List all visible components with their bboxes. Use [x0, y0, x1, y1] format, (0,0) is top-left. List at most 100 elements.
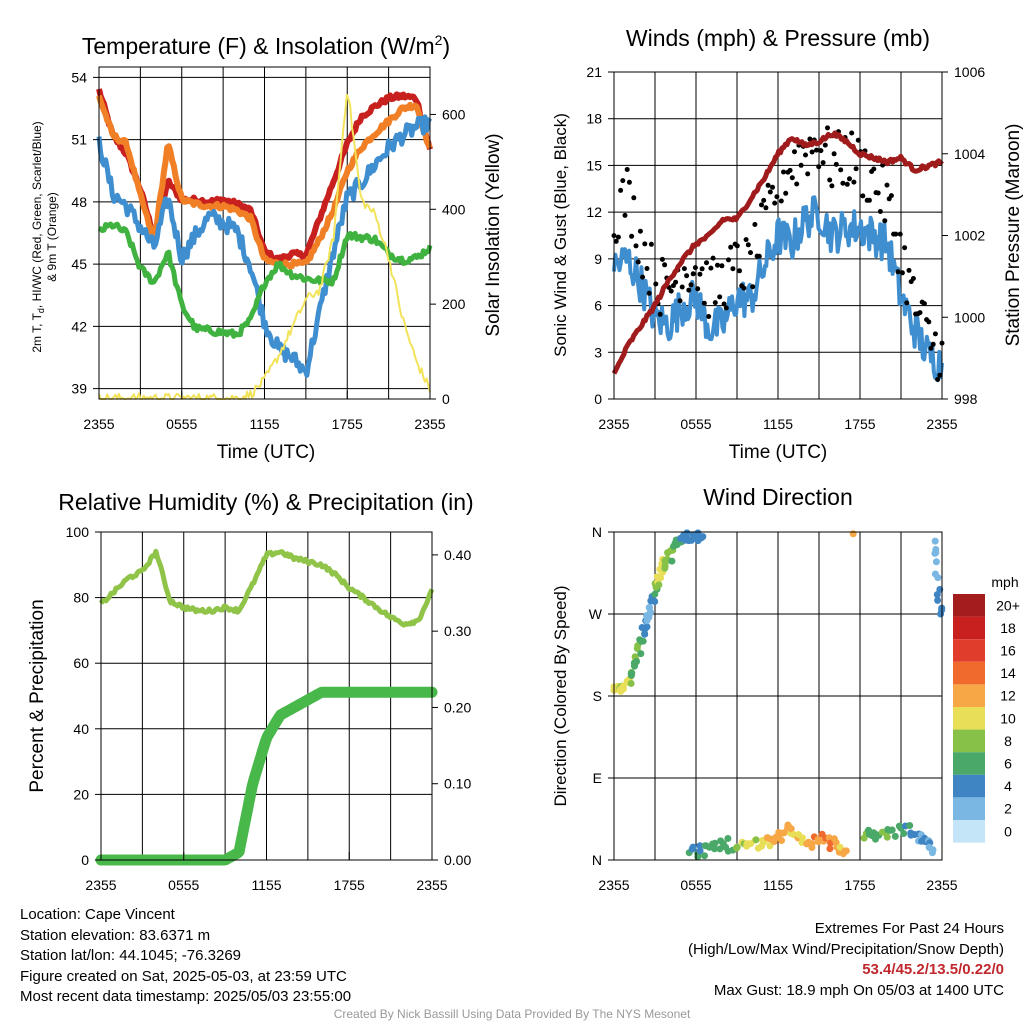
direction-point [826, 845, 834, 853]
colorbar-swatch [953, 752, 985, 775]
gust-point [783, 190, 789, 196]
direction-point [627, 680, 635, 687]
max-gust-text: Max Gust: 18.9 mph On 05/03 at 1400 UTC [713, 981, 1004, 999]
gust-point [659, 256, 665, 262]
extremes-title: Extremes For Past 24 Hours [814, 920, 1004, 937]
gust-point [895, 269, 901, 275]
wind-direction-frame [613, 531, 943, 861]
wind-direction-series [610, 529, 946, 861]
gust-point [748, 250, 753, 256]
y-tick-label-left: 100 [66, 524, 90, 540]
gust-point [620, 178, 626, 184]
x-tick-label: 1755 [844, 877, 875, 893]
y-tick-label-right: 0.40 [444, 547, 471, 563]
colorbar-label: 6 [1004, 756, 1012, 772]
location-text: Location: Cape Vincent [20, 906, 175, 923]
extremes-subtitle: (High/Low/Max Wind/Precipitation/Snow De… [688, 940, 1004, 958]
gust-point [719, 263, 725, 269]
winds-xlabel: Time (UTC) [729, 442, 828, 463]
speed-colorbar: mph 20+ 18 16 14 12 10 8 6 4 2 0 [953, 574, 1020, 843]
gust-point [875, 190, 881, 196]
gust-point [937, 372, 943, 378]
gust-point [794, 181, 800, 187]
gust-point [618, 187, 624, 193]
gust-point [657, 311, 663, 317]
gust-point [673, 279, 679, 285]
temperature-xlabel: Time (UTC) [217, 442, 316, 463]
wind-direction-title: Wind Direction [703, 484, 853, 510]
colorbar-swatch [953, 594, 985, 617]
y-tick-label-left: 60 [73, 655, 89, 671]
gust-point [932, 331, 938, 337]
gust-point [701, 300, 707, 306]
gust-point [695, 286, 701, 292]
y-tick-label-left: 9 [594, 251, 602, 267]
y-tick-label-right: 0 [442, 391, 450, 407]
gust-point [921, 301, 927, 307]
gust-point [888, 193, 894, 199]
y-tick-label-left: 48 [71, 194, 87, 210]
direction-point [655, 581, 663, 589]
gust-point [637, 228, 643, 234]
colorbar-swatch [953, 616, 985, 640]
colorbar-label: 14 [1000, 665, 1016, 681]
gust-point [684, 273, 690, 279]
direction-point [900, 830, 908, 837]
colorbar-title: mph [991, 574, 1018, 590]
y-tick-label-left: 6 [594, 298, 602, 314]
gust-point [897, 231, 903, 237]
pressure-line [611, 130, 944, 375]
x-tick-label: 1155 [251, 877, 281, 893]
extremes-values: 53.4/45.2/13.5/0.22/0 [862, 961, 1004, 978]
gust-point [715, 262, 720, 268]
gust-point [712, 300, 718, 306]
x-tick-label: 1155 [763, 877, 793, 893]
temperature-title: Temperature (F) & Insolation (W/m2) [82, 32, 450, 59]
gust-point [681, 266, 687, 272]
gust-point [677, 298, 683, 304]
gust-point [629, 233, 635, 239]
direction-point [627, 672, 635, 679]
colorbar-label: 20+ [996, 597, 1020, 613]
direction-point [934, 574, 942, 582]
gust-point [884, 182, 890, 188]
colorbar-label: 18 [1000, 620, 1016, 636]
gust-point [721, 301, 727, 307]
direction-point [724, 835, 732, 842]
y-tick-label-left: 45 [71, 256, 87, 272]
gust-point [902, 245, 908, 251]
y-tick-label-right: 1004 [954, 146, 985, 162]
gust-point [866, 197, 872, 203]
y-tick-label-left: 3 [594, 344, 602, 360]
colorbar-swatch [953, 707, 985, 730]
gust-point [690, 271, 696, 277]
gust-point [765, 182, 771, 188]
humidity-ticks: 2355 0555 1155 1755 2355 0 20 40 60 80 100 0.00 0.10… [66, 524, 472, 893]
gust-point [789, 175, 795, 181]
direction-point [647, 608, 654, 616]
gust-point [745, 242, 751, 248]
gust-point [882, 218, 888, 224]
gust-point [737, 268, 742, 274]
humidity-panel: Relative Humidity (%) & Precipitation (i… [27, 489, 474, 893]
direction-point [814, 835, 822, 843]
gust-point [752, 222, 758, 227]
direction-point [643, 623, 651, 631]
y-tick-label-left: 51 [71, 132, 87, 148]
temperature-series-line [96, 114, 433, 378]
gust-point [871, 166, 877, 172]
y-tick-label-left: S [593, 688, 602, 704]
y-tick-label-left: 21 [586, 64, 602, 80]
temperature-series-line [97, 221, 433, 339]
direction-point [641, 630, 649, 638]
gust-point [805, 171, 811, 177]
direction-point [651, 598, 659, 605]
x-tick-label: 1155 [763, 416, 793, 432]
gust-point [668, 288, 674, 294]
gust-point [778, 198, 784, 204]
gust-point [770, 184, 775, 190]
gust-point [930, 341, 936, 347]
created-text: Figure created on Sat, 2025-05-03, at 23… [20, 967, 347, 985]
colorbar-label: 8 [1004, 733, 1012, 749]
direction-point [891, 832, 899, 840]
